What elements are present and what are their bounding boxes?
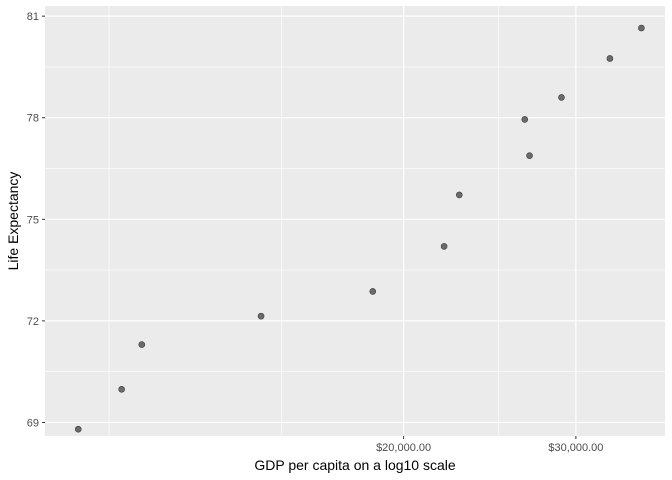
data-point: [257, 312, 265, 320]
y-axis-ticks: 69 72 75 78 81: [27, 11, 45, 429]
y-tick-label: 69: [27, 417, 39, 429]
major-gridlines: [45, 6, 665, 436]
data-point: [606, 55, 614, 62]
x-axis-title: GDP per capita on a log10 scale: [254, 457, 456, 473]
x-tick-label: $20,000.00: [376, 442, 431, 454]
y-axis-title: Life Expectancy: [5, 172, 21, 271]
data-point: [526, 152, 533, 159]
x-tick-label: $30,000.00: [548, 442, 603, 454]
data-point: [521, 116, 529, 123]
data-point: [74, 425, 82, 433]
y-tick-label: 81: [27, 11, 39, 23]
data-point: [440, 243, 448, 250]
data-point: [455, 191, 463, 199]
x-axis-ticks: $20,000.00 $30,000.00: [376, 436, 603, 454]
y-tick-label: 78: [27, 113, 39, 125]
y-tick-label: 75: [27, 214, 39, 226]
data-point: [138, 341, 146, 348]
data-points: [74, 24, 645, 433]
data-point: [118, 385, 125, 393]
data-point: [558, 94, 565, 101]
y-tick-label: 72: [27, 316, 39, 328]
minor-gridlines: [45, 6, 665, 436]
plot-panel: [45, 6, 665, 436]
data-point: [369, 288, 377, 295]
data-point: [638, 24, 645, 32]
